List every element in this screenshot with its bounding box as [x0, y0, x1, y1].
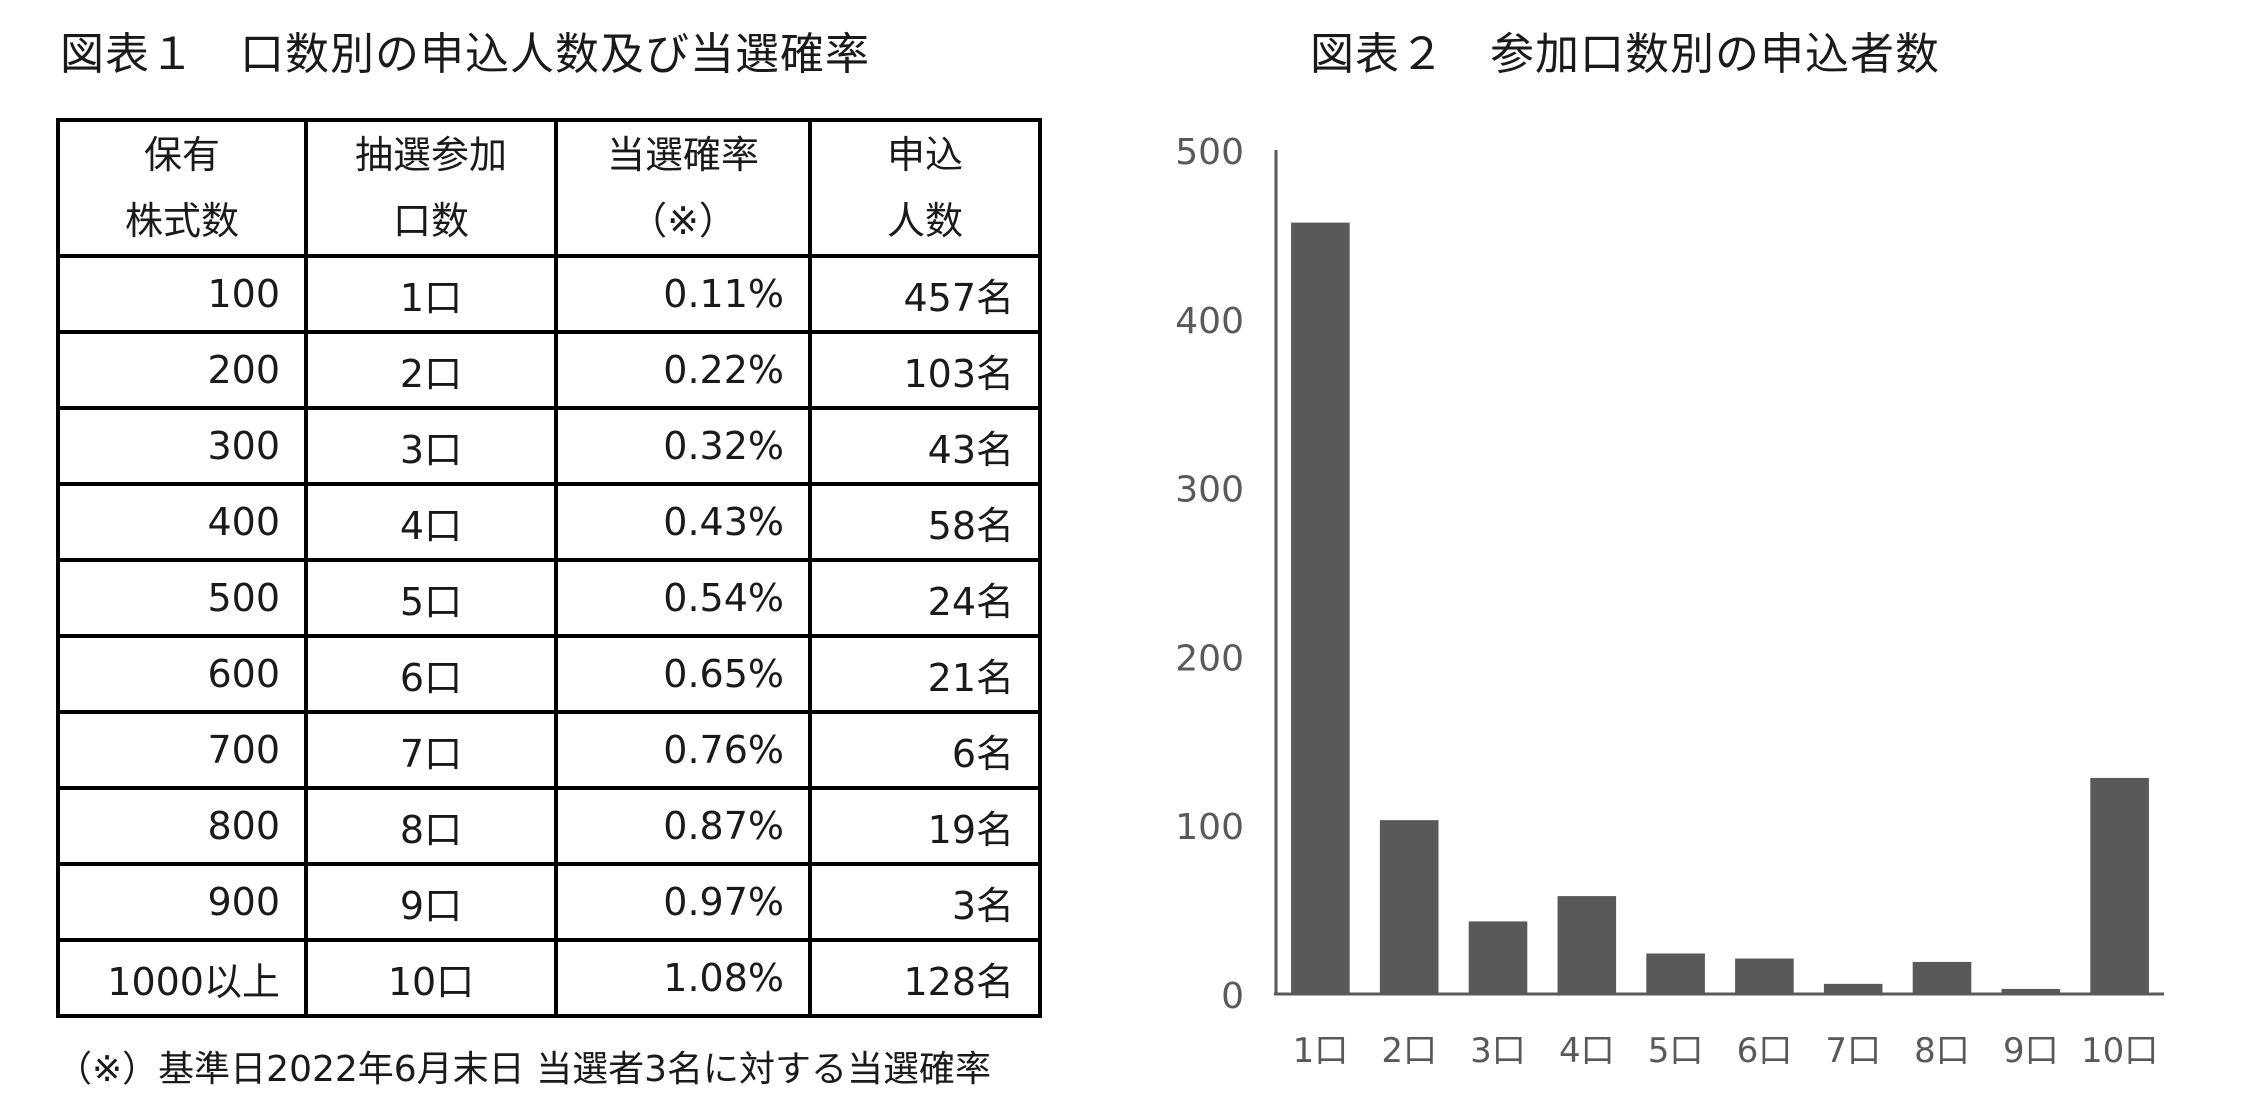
cell-rate: 0.76% [554, 710, 812, 790]
table-row: 500 5口 0.54% 24名 [56, 558, 1042, 638]
cell-units: 7口 [304, 710, 558, 790]
x-tick-label: 4口 [1559, 1031, 1615, 1071]
cell-people: 128名 [808, 938, 1042, 1018]
table-row: 600 6口 0.65% 21名 [56, 634, 1042, 714]
x-tick-label: 3口 [1470, 1031, 1526, 1071]
bar-9 [2001, 988, 2061, 994]
cell-people: 19名 [808, 786, 1042, 866]
y-tick-label: 300 [1175, 470, 1244, 511]
table-row: 1000以上 10口 1.08% 128名 [56, 938, 1042, 1018]
x-tick-label: 6口 [1737, 1031, 1793, 1071]
cell-units: 8口 [304, 786, 558, 866]
y-tick-label: 500 [1175, 132, 1244, 173]
header-rate: 当選確率 （※） [554, 118, 812, 258]
bar-1 [1291, 222, 1350, 995]
figure1-title: 図表１ 口数別の申込人数及び当選確率 [60, 29, 870, 80]
bar-3 [1468, 921, 1528, 994]
table-row: 400 4口 0.43% 58名 [56, 482, 1042, 562]
bar-5 [1646, 953, 1705, 994]
header-shares: 保有 株式数 [56, 118, 308, 258]
cell-units: 6口 [304, 634, 558, 714]
y-tick-label: 0 [1221, 976, 1244, 1017]
cell-people: 24名 [808, 558, 1042, 638]
bar-2 [1379, 820, 1439, 994]
cell-rate: 0.54% [554, 558, 812, 638]
cell-rate: 0.65% [554, 634, 812, 714]
footnote: （※）基準日2022年6月末日 当選者3名に対する当選確率 [56, 1049, 992, 1090]
x-tick-label: 5口 [1648, 1031, 1704, 1071]
cell-people: 43名 [808, 406, 1042, 486]
cell-rate: 0.87% [554, 786, 812, 866]
table-row: 900 9口 0.97% 3名 [56, 862, 1042, 942]
table-header-row: 保有 株式数 抽選参加 口数 当選確率 （※） 申込 人数 [56, 118, 1042, 258]
cell-people: 103名 [808, 330, 1042, 410]
cell-shares: 600 [56, 634, 308, 714]
lottery-table: 保有 株式数 抽選参加 口数 当選確率 （※） 申込 人数 100 1口 0.11% 457名… [56, 118, 1042, 1018]
cell-units: 1口 [304, 254, 558, 334]
cell-rate: 0.22% [554, 330, 812, 410]
bar-10 [2090, 777, 2149, 994]
cell-shares: 200 [56, 330, 308, 410]
x-tick-label: 1口 [1293, 1031, 1349, 1071]
y-tick-label: 200 [1175, 638, 1244, 679]
figure2-title: 図表２ 参加口数別の申込者数 [1310, 29, 1940, 80]
table-row: 100 1口 0.11% 457名 [56, 254, 1042, 334]
bar-8 [1912, 961, 1972, 994]
table-row: 300 3口 0.32% 43名 [56, 406, 1042, 486]
cell-units: 5口 [304, 558, 558, 638]
applicants-bar-chart: 0 100 200 300 400 500 1口 2口 3口 4口 5口 6口 7口 8口 9口 10口 [1175, 132, 2164, 1071]
cell-shares: 1000以上 [56, 938, 308, 1018]
cell-rate: 1.08% [554, 938, 812, 1018]
cell-units: 3口 [304, 406, 558, 486]
x-tick-label: 8口 [1914, 1031, 1970, 1071]
cell-rate: 0.43% [554, 482, 812, 562]
x-tick-label: 9口 [2003, 1031, 2059, 1071]
table-row: 700 7口 0.76% 6名 [56, 710, 1042, 790]
cell-shares: 500 [56, 558, 308, 638]
bar-4 [1557, 896, 1617, 994]
table-row: 800 8口 0.87% 19名 [56, 786, 1042, 866]
cell-units: 10口 [304, 938, 558, 1018]
x-tick-label: 7口 [1825, 1031, 1881, 1071]
bar-6 [1735, 958, 1794, 994]
cell-rate: 0.32% [554, 406, 812, 486]
y-tick-label: 400 [1175, 301, 1244, 342]
bar-7 [1823, 983, 1883, 994]
table-row: 200 2口 0.22% 103名 [56, 330, 1042, 410]
cell-shares: 700 [56, 710, 308, 790]
x-tick-label: 10口 [2081, 1031, 2158, 1071]
cell-units: 4口 [304, 482, 558, 562]
cell-units: 2口 [304, 330, 558, 410]
cell-people: 58名 [808, 482, 1042, 562]
cell-people: 6名 [808, 710, 1042, 790]
cell-shares: 900 [56, 862, 308, 942]
cell-shares: 400 [56, 482, 308, 562]
cell-people: 457名 [808, 254, 1042, 334]
y-tick-label: 100 [1175, 807, 1244, 848]
header-units: 抽選参加 口数 [304, 118, 558, 258]
cell-shares: 100 [56, 254, 308, 334]
cell-people: 21名 [808, 634, 1042, 714]
header-people: 申込 人数 [808, 118, 1042, 258]
cell-rate: 0.97% [554, 862, 812, 942]
cell-people: 3名 [808, 862, 1042, 942]
cell-rate: 0.11% [554, 254, 812, 334]
x-tick-label: 2口 [1381, 1031, 1437, 1071]
cell-shares: 800 [56, 786, 308, 866]
cell-units: 9口 [304, 862, 558, 942]
cell-shares: 300 [56, 406, 308, 486]
